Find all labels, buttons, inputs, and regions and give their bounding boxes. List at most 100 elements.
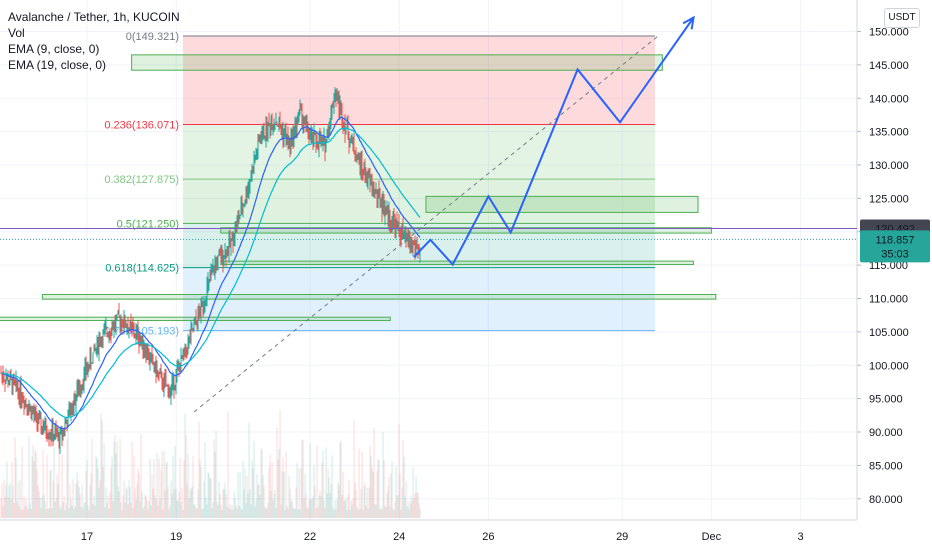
volume-bar (181, 488, 183, 518)
ema-19-line (1, 127, 421, 419)
indicator-ema-9[interactable]: EMA (9, close, 0) (8, 42, 100, 56)
volume-bar (7, 496, 9, 518)
volume-bar (150, 505, 152, 518)
volume-bar (346, 509, 348, 518)
volume-bar (1, 483, 3, 518)
volume-bar (48, 508, 50, 518)
volume-bar (37, 485, 39, 518)
volume-bar (235, 505, 237, 518)
volume-bar (363, 486, 365, 518)
volume-bar (339, 442, 341, 518)
price-tick-label: 110.000 (869, 294, 908, 306)
volume-bar (165, 463, 167, 518)
volume-bar (77, 480, 79, 518)
currency-badge[interactable]: USDT (884, 8, 920, 28)
volume-bar (216, 501, 218, 518)
volume-bar (318, 495, 320, 518)
volume-bar (268, 467, 270, 518)
volume-bar (33, 461, 35, 518)
volume-bar (191, 486, 193, 518)
volume-bar (109, 491, 111, 518)
volume-bar (89, 484, 91, 518)
volume-bar (19, 479, 21, 518)
volume-bar (308, 499, 310, 518)
volume-bar (5, 484, 7, 518)
volume-bar (49, 470, 51, 518)
volume-bar (103, 443, 105, 518)
volume-bar (131, 442, 133, 518)
volume-bar (192, 455, 194, 518)
volume-bar (375, 504, 377, 518)
volume-bar (391, 461, 393, 518)
volume-bar (45, 508, 47, 518)
volume-bar (354, 482, 356, 518)
fibonacci-retracement[interactable]: 0(149.321) 0.236(136.071) 0.382(127.875) 0.… (104, 31, 655, 338)
volume-bar (281, 470, 283, 518)
volume-bar (84, 502, 86, 518)
fib-level-label: 0.786(105.193) (104, 326, 179, 338)
volume-bar (230, 509, 232, 518)
volume-bar (122, 495, 124, 518)
volume-bar (140, 433, 142, 518)
projection-path[interactable] (413, 15, 695, 267)
volume-bar (183, 460, 185, 518)
volume-bar (356, 507, 358, 518)
volume-bar (59, 505, 61, 518)
volume-bar (227, 411, 229, 518)
volume-bar (368, 487, 370, 518)
volume-bar (164, 490, 166, 518)
volume-bar (282, 457, 284, 518)
marker-last-bg (860, 230, 930, 263)
volume-bar (271, 462, 273, 518)
price-axis-bg (857, 0, 932, 550)
volume-bar (306, 507, 308, 518)
trend-line[interactable] (193, 35, 659, 413)
indicator-ema-19[interactable]: EMA (19, close, 0) (8, 58, 107, 72)
volume-bar (298, 468, 300, 518)
chart-legend: Avalanche / Tether, 1h, KUCOIN Vol EMA (… (8, 9, 180, 73)
volume-bar (6, 461, 8, 518)
volume-bar (87, 505, 89, 518)
volume-bar (68, 508, 70, 518)
volume-bar (327, 468, 329, 518)
time-axis[interactable]: 17 19 22 24 26 29 Dec 3 (0, 519, 857, 543)
volume-bar (24, 506, 26, 518)
volume-bar (130, 502, 132, 518)
volume-bar (384, 505, 386, 518)
volume-bar (203, 481, 205, 518)
volume-bar (266, 507, 268, 518)
ema-9-line (1, 116, 421, 430)
volume-bar (10, 498, 12, 518)
volume-bar (370, 455, 372, 518)
time-tick-label: 19 (170, 531, 182, 543)
volume-bar (158, 458, 160, 518)
volume-bar (97, 467, 99, 518)
marker-last-label: 118.857 (876, 234, 915, 246)
indicator-volume[interactable]: Vol (8, 26, 25, 40)
volume-bar (116, 441, 118, 518)
volume-bar (83, 502, 85, 518)
volume-bar (75, 483, 77, 518)
volume-bar (340, 440, 342, 518)
volume-bar (387, 486, 389, 518)
volume-bar (46, 455, 48, 518)
volume-bar (100, 413, 102, 518)
volume-bar (326, 493, 328, 518)
volume-bar (72, 479, 74, 518)
volume-bar (144, 494, 146, 518)
price-tick-label: 90.000 (869, 427, 903, 439)
volume-bar (272, 499, 274, 518)
volume-bar (241, 509, 243, 518)
volume-bar (12, 486, 14, 518)
price-axis[interactable]: 150.000 145.000 140.000 135.000 130.000 125.0… (856, 0, 932, 550)
volume-bar (50, 470, 52, 518)
fib-level-label: 0.618(114.625) (105, 263, 179, 275)
volume-bar (51, 508, 53, 518)
volume-bar (189, 490, 191, 518)
volume-bar (28, 436, 30, 518)
volume-bar (394, 501, 396, 518)
volume-bar (275, 507, 277, 518)
volume-bar (313, 465, 315, 518)
volume-bar (246, 475, 248, 518)
